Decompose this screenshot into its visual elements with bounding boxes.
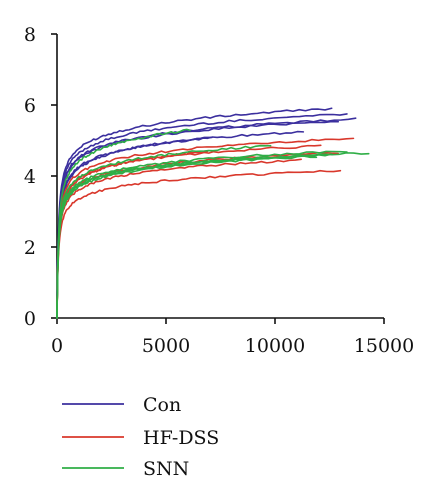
y-tick-label: 0 bbox=[24, 308, 36, 330]
axes: 0 2 4 6 8 0 5000 10000 15000 bbox=[24, 24, 414, 357]
curve-snn bbox=[56, 155, 318, 319]
x-tick-label: 15000 bbox=[354, 335, 414, 357]
curves bbox=[56, 107, 370, 319]
y-tick-label: 2 bbox=[24, 237, 36, 259]
curve-snn bbox=[56, 144, 272, 319]
y-tick-label: 6 bbox=[24, 95, 36, 117]
x-tick-label: 0 bbox=[51, 335, 63, 357]
legend-label-hf-dss: HF-DSS bbox=[143, 427, 219, 449]
x-tick-label: 5000 bbox=[142, 335, 190, 357]
legend-label-snn: SNN bbox=[143, 458, 189, 480]
curve-hf-dss bbox=[56, 137, 355, 319]
curve-snn bbox=[56, 128, 191, 319]
curve-hf-dss bbox=[56, 169, 342, 319]
curve-con bbox=[56, 113, 348, 319]
legend: Con HF-DSS SNN bbox=[62, 394, 219, 480]
legend-label-con: Con bbox=[143, 394, 181, 416]
y-tick-label: 8 bbox=[24, 24, 36, 46]
y-tick-label: 4 bbox=[24, 166, 36, 188]
curve-hf-dss bbox=[56, 158, 302, 319]
x-tick-label: 10000 bbox=[245, 335, 305, 357]
